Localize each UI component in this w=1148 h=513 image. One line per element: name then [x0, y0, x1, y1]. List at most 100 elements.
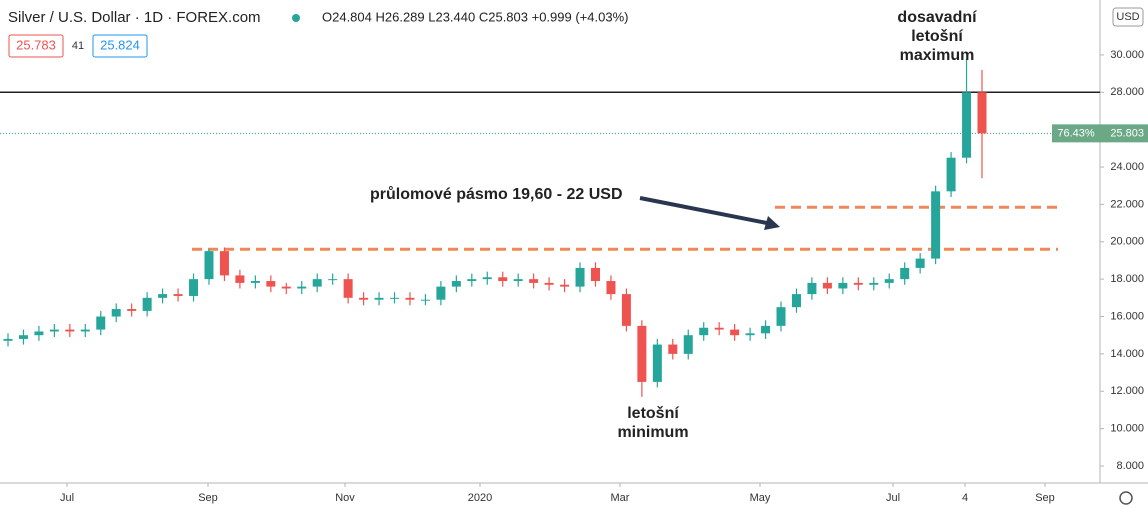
currency-box[interactable] [1112, 7, 1144, 27]
candle-body [65, 329, 75, 332]
candle-body [807, 282, 817, 295]
candle-body [853, 282, 863, 285]
candle-body [343, 279, 353, 298]
annotation-arrow [639, 196, 773, 226]
candle-body [931, 191, 941, 259]
arrow-head [764, 216, 780, 230]
candle-body [683, 335, 693, 354]
x-tick-label: 4 [962, 492, 968, 504]
candle-body [297, 286, 307, 289]
currency: USD [1116, 11, 1139, 23]
candle-body [436, 286, 446, 300]
candle-body [111, 309, 121, 317]
ask-price: 25.824 [100, 37, 140, 52]
candle-body [946, 157, 956, 192]
x-tick-label: Sep [1035, 492, 1055, 504]
candle-body [560, 284, 570, 287]
y-tick-label: 12.000 [1110, 385, 1144, 397]
annotation-max: dosavadní [897, 9, 977, 26]
candle-body [359, 297, 369, 300]
x-tick-label: 2020 [468, 492, 492, 504]
y-tick-label: 10.000 [1110, 423, 1144, 435]
candle-body [80, 329, 90, 332]
x-tick-label: Jul [60, 492, 74, 504]
candle-body [915, 258, 925, 268]
y-tick-label: 20.000 [1110, 236, 1144, 248]
candle-body [637, 325, 647, 382]
candle-body [390, 297, 400, 299]
buy-box[interactable] [92, 34, 148, 58]
last-price-label: 25.803 [1110, 127, 1144, 139]
spread: 41 [72, 40, 84, 52]
candle-body [405, 297, 415, 300]
annotation-band: průlomové pásmo 19,60 - 22 USD [370, 186, 623, 203]
candle-body [312, 279, 322, 287]
candle-body [18, 335, 28, 339]
settings-icon[interactable] [1119, 491, 1133, 505]
candle-body [189, 279, 199, 296]
candle-body [235, 275, 245, 283]
plot-area [0, 58, 1100, 397]
annotation-max: letošní [911, 28, 963, 45]
candle-body [652, 344, 662, 382]
candle-body [776, 307, 786, 326]
candle-body [977, 92, 987, 134]
annotation-min: minimum [617, 424, 688, 441]
y-tick-label: 18.000 [1110, 273, 1144, 285]
candle-body [34, 331, 44, 336]
candle-body [761, 325, 771, 334]
market-status [292, 14, 300, 22]
candle-body [869, 282, 879, 285]
candle-body [791, 294, 801, 308]
candle-body [142, 297, 152, 311]
candle-body [451, 281, 461, 287]
y-tick-label: 14.000 [1110, 348, 1144, 360]
candle-body [668, 344, 678, 354]
candle-body [575, 267, 585, 287]
candle-body [204, 251, 214, 280]
candle-body [281, 286, 291, 289]
candle-body [173, 294, 183, 296]
y-tick-label: 8.000 [1116, 460, 1144, 472]
candle-body [745, 333, 755, 336]
candle-body [420, 299, 430, 301]
candle-body [621, 294, 631, 326]
candle-body [127, 309, 137, 311]
candle-body [699, 327, 709, 336]
y-tick-label: 28.000 [1110, 86, 1144, 98]
x-tick-label: Nov [335, 492, 355, 504]
candle-body [714, 327, 724, 330]
candle-body [544, 282, 554, 285]
last-price-box [1100, 124, 1148, 143]
candle-body [96, 316, 106, 330]
candle-body [374, 297, 384, 300]
x-tick-label: May [750, 492, 771, 504]
candle-body [590, 267, 600, 282]
candle-body [328, 279, 338, 281]
candle-body [962, 92, 972, 158]
candle-body [529, 279, 539, 283]
candle-body [219, 251, 229, 276]
y-tick-label: 16.000 [1110, 310, 1144, 322]
candle-body [498, 277, 508, 282]
candle-body [900, 267, 910, 280]
bid-price: 25.783 [16, 37, 56, 52]
candle-body [3, 338, 13, 341]
candle-body [158, 294, 168, 298]
y-tick-label: 30.000 [1110, 49, 1144, 61]
candle-body [606, 281, 616, 295]
sell-box[interactable] [8, 34, 64, 58]
annotation-min: letošní [627, 405, 679, 422]
annotation-max: maximum [900, 47, 975, 64]
candle-body [513, 279, 523, 282]
last-change: 76.43% [1057, 127, 1095, 139]
candle-body [266, 281, 276, 287]
ohlc-values: O24.804 H26.289 L23.440 C25.803 +0.999 (… [322, 9, 628, 24]
candle-body [250, 281, 260, 283]
y-tick-label: 22.000 [1110, 198, 1144, 210]
candle-body [822, 282, 832, 289]
x-tick-label: Sep [198, 492, 218, 504]
x-tick-label: Mar [611, 492, 630, 504]
